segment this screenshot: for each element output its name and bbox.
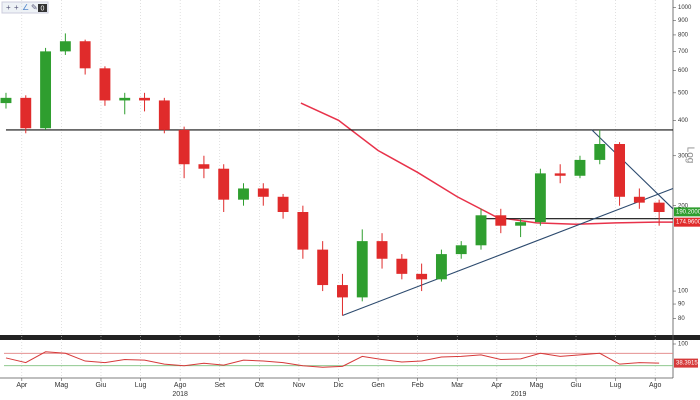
price-tag-label: 174.9600: [676, 220, 700, 226]
candle-body: [435, 254, 447, 280]
x-tick-label: Ago: [174, 382, 187, 389]
candle-body: [40, 51, 52, 129]
x-tick-label: Dic: [333, 382, 344, 389]
candle-body: [614, 144, 626, 197]
candle-body: [594, 144, 606, 160]
candle-body: [633, 196, 645, 203]
candle-body: [218, 168, 230, 200]
tool-icon[interactable]: +: [6, 3, 11, 12]
y-tick-label: 700: [678, 49, 689, 55]
x-tick-label: Lug: [610, 382, 622, 389]
candle-body: [317, 249, 329, 286]
x-tick-label: Ago: [649, 382, 662, 389]
candle-body: [396, 258, 408, 274]
y-tick-label: 200: [678, 203, 689, 209]
tool-icon[interactable]: +: [14, 3, 19, 12]
line: [5, 351, 660, 368]
x-tick-label: Feb: [412, 382, 424, 389]
x-tick-label: Mag: [55, 382, 69, 389]
badge: 0: [41, 5, 45, 12]
y-tick-label: 600: [678, 68, 689, 74]
candle-body: [337, 285, 348, 298]
y-tick-label: 100: [678, 289, 689, 295]
candle-body: [356, 241, 368, 298]
candle-body: [20, 97, 32, 129]
x-tick-label: Apr: [16, 382, 28, 389]
y-tick-label: 100: [678, 342, 689, 348]
candle-body: [455, 245, 467, 255]
badge-box: [38, 4, 47, 12]
candle-body: [119, 97, 131, 101]
candle-body: [515, 222, 527, 226]
year-label: 2018: [172, 391, 188, 398]
toolbar-bar: [1, 1, 49, 14]
year-label: 2019: [511, 391, 527, 398]
candle-body: [0, 97, 12, 104]
candle-body: [653, 202, 665, 213]
candle-body: [416, 273, 428, 280]
y-tick-label: 400: [678, 118, 689, 124]
x-tick-label: Giu: [96, 382, 107, 389]
candle-body: [475, 215, 487, 246]
price-tag: [674, 217, 700, 227]
candle-body: [534, 173, 546, 223]
x-tick-label: Ott: [255, 382, 264, 389]
trend-line: [591, 129, 674, 210]
y-tick-label: 300: [678, 153, 689, 159]
candle-body: [59, 41, 71, 52]
x-tick-label: Set: [214, 382, 225, 389]
tool-icon[interactable]: ✎: [31, 3, 38, 12]
x-tick-label: Mar: [451, 382, 464, 389]
y-tick-label: 1000: [678, 5, 692, 11]
trend-line: [342, 187, 674, 317]
value-tag: [674, 358, 698, 368]
x-tick-label: Nov: [293, 382, 306, 389]
candle-body: [79, 41, 91, 69]
price-tag: [674, 207, 700, 217]
candle-body: [238, 188, 249, 200]
candle-body: [158, 100, 170, 130]
candle-body: [198, 164, 210, 169]
price-tag-label: 190.2000: [676, 209, 700, 215]
y-tick-label: 900: [678, 18, 689, 24]
scale-label: Log: [684, 147, 695, 164]
x-tick-label: Giu: [571, 382, 582, 389]
toolbar: + + ∠ ✎ 0: [1, 1, 49, 14]
tool-icon[interactable]: ∠: [22, 3, 29, 12]
candle-body: [257, 188, 269, 197]
y-tick-label: 90: [678, 302, 685, 308]
candle-body: [277, 196, 289, 213]
y-tick-label: 500: [678, 90, 689, 96]
candle-body: [99, 68, 111, 101]
value-tag-label: 38.3915: [676, 361, 698, 367]
candle-body: [139, 97, 150, 101]
x-tick-label: Gen: [371, 382, 384, 389]
candle-body: [297, 212, 309, 250]
y-tick-label: 800: [678, 33, 689, 39]
candle-body: [376, 241, 388, 259]
x-tick-label: Lug: [135, 382, 147, 389]
panel-separator: [0, 335, 700, 340]
x-tick-label: Mag: [530, 382, 544, 389]
candle-body: [574, 159, 586, 176]
y-tick-label: 80: [678, 316, 685, 322]
candle-body: [554, 173, 566, 176]
candle-body: [178, 129, 190, 165]
x-tick-label: Apr: [491, 382, 503, 389]
candle-body: [495, 215, 507, 226]
